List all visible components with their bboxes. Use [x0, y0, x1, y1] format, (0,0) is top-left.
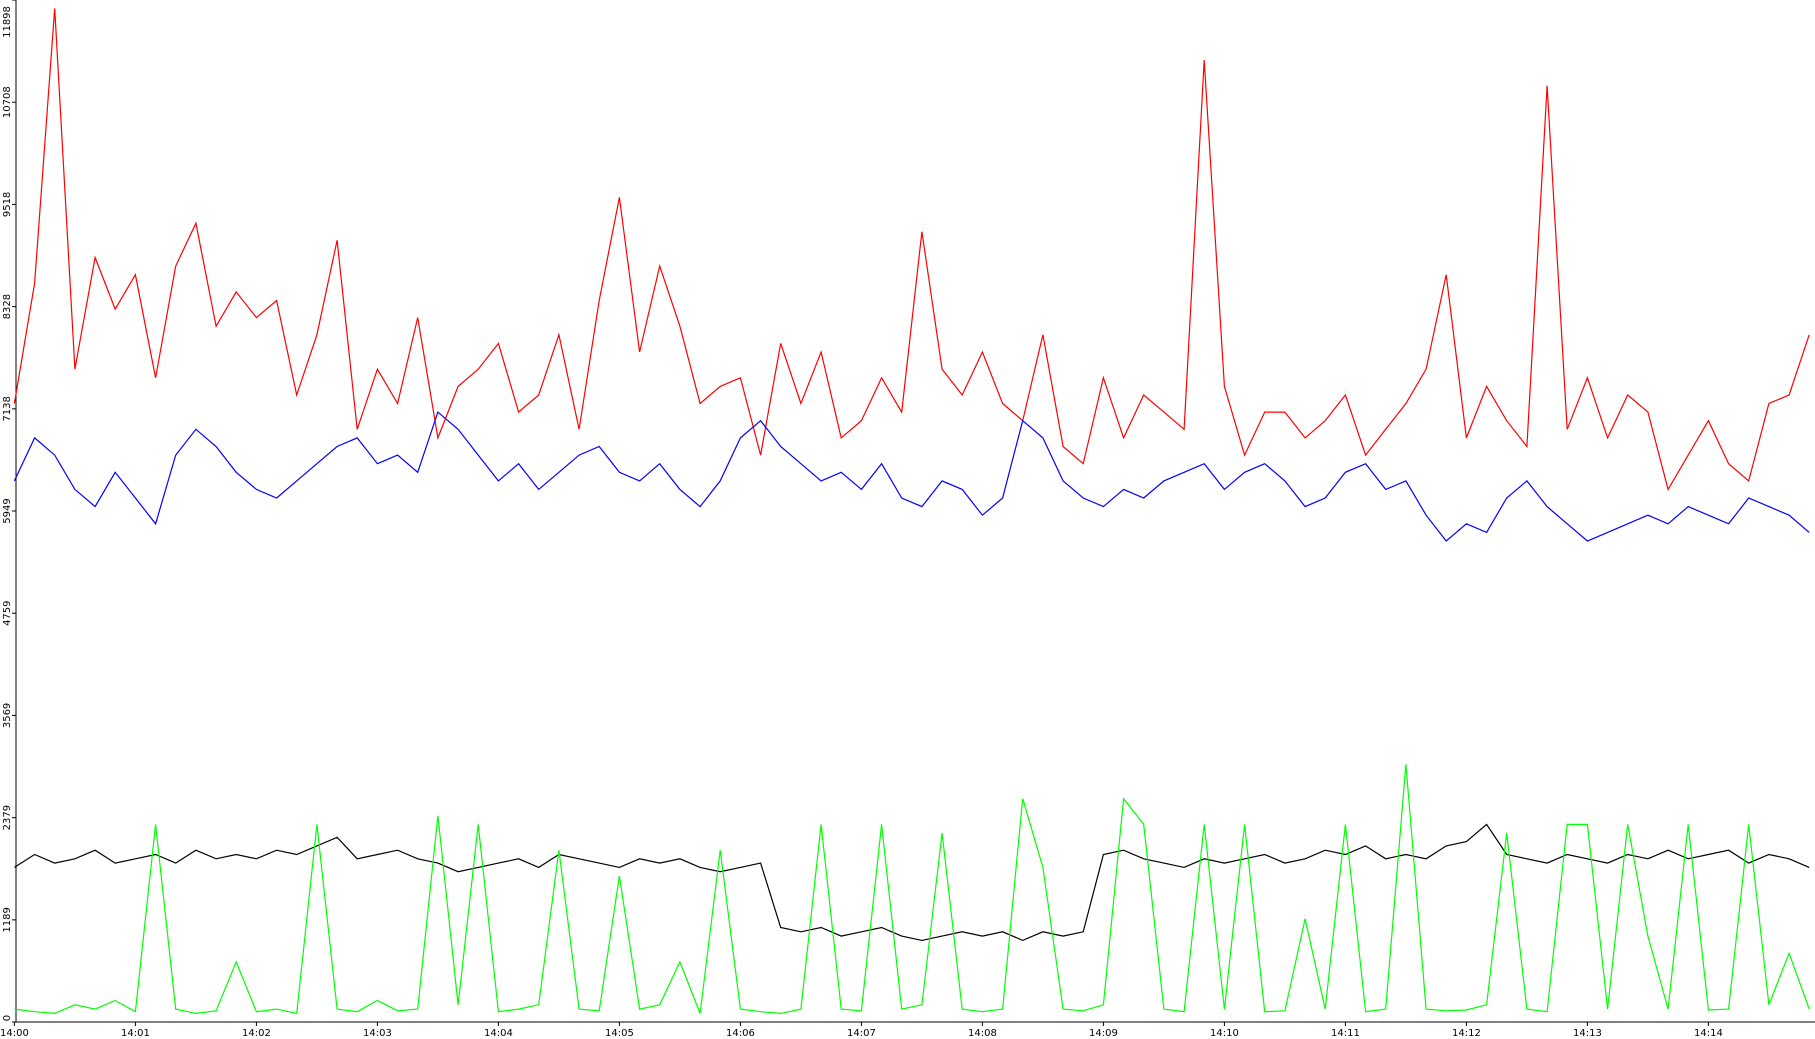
y-tick-label: 2379: [2, 805, 13, 830]
y-tick-label: 1189: [2, 907, 13, 932]
x-tick-label: 14:10: [1210, 1028, 1239, 1039]
y-tick-label: 8328: [2, 294, 13, 319]
series-line: [14, 823, 1810, 942]
x-tick-label: 14:07: [847, 1028, 876, 1039]
x-tick-label: 14:14: [1694, 1028, 1723, 1039]
x-tick-label: 14:05: [605, 1028, 634, 1039]
x-tick-label: 14:01: [121, 1028, 150, 1039]
y-tick-label: 3569: [2, 703, 13, 728]
x-tick-label: 14:06: [726, 1028, 755, 1039]
y-tick-label: 11898: [2, 6, 13, 38]
x-tick-label: 14:09: [1089, 1028, 1118, 1039]
x-tick-label: 14:08: [968, 1028, 997, 1039]
y-tick-label: 10708: [2, 86, 13, 118]
x-tick-label: 14:04: [484, 1028, 513, 1039]
x-tick-label: 14:02: [242, 1028, 271, 1039]
x-tick-label: 14:12: [1452, 1028, 1481, 1039]
series-line: [13, 8, 1810, 491]
y-tick-label: 5949: [2, 498, 13, 523]
x-tick-label: 14:11: [1331, 1028, 1360, 1039]
series-line: [13, 411, 1810, 542]
y-tick-label: 4759: [2, 600, 13, 625]
y-tick-label: 7138: [2, 396, 13, 421]
series-line: [14, 764, 1810, 1015]
x-tick-label: 14:00: [0, 1028, 29, 1039]
x-tick-label: 14:03: [363, 1028, 392, 1039]
y-tick-label: 0: [2, 1015, 13, 1021]
y-tick-label: 9518: [2, 192, 13, 217]
x-tick-label: 14:13: [1573, 1028, 1602, 1039]
